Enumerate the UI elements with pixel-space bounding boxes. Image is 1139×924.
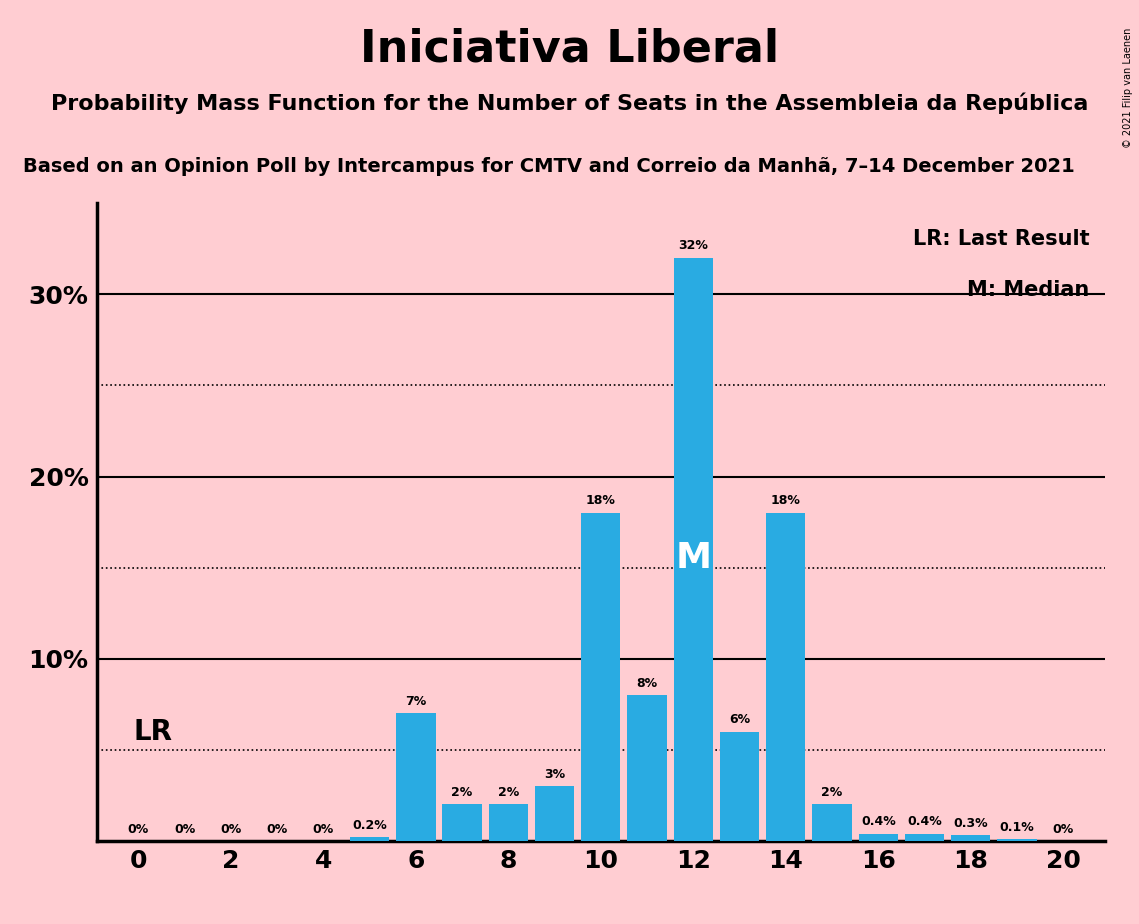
Text: 18%: 18% — [585, 494, 616, 507]
Text: 32%: 32% — [679, 239, 708, 252]
Text: LR: Last Result: LR: Last Result — [913, 229, 1090, 249]
Text: 7%: 7% — [405, 695, 426, 708]
Text: 2%: 2% — [821, 786, 843, 799]
Bar — [767, 513, 805, 841]
Text: 2%: 2% — [498, 786, 519, 799]
Bar — [859, 833, 898, 841]
Bar — [904, 833, 944, 841]
Text: 0.1%: 0.1% — [1000, 821, 1034, 833]
Text: 0%: 0% — [313, 823, 334, 836]
Text: 0.3%: 0.3% — [953, 817, 988, 830]
Text: 8%: 8% — [637, 676, 657, 689]
Text: M: Median: M: Median — [967, 280, 1090, 299]
Text: 0.4%: 0.4% — [907, 815, 942, 828]
Text: 0%: 0% — [128, 823, 149, 836]
Text: 18%: 18% — [771, 494, 801, 507]
Text: 6%: 6% — [729, 713, 751, 726]
Text: 0.4%: 0.4% — [861, 815, 895, 828]
Text: 0%: 0% — [174, 823, 195, 836]
Bar — [350, 837, 390, 841]
Text: Based on an Opinion Poll by Intercampus for CMTV and Correio da Manhã, 7–14 Dece: Based on an Opinion Poll by Intercampus … — [23, 157, 1074, 176]
Text: 0.2%: 0.2% — [352, 819, 387, 832]
Bar — [951, 835, 991, 841]
Text: M: M — [675, 541, 711, 576]
Bar — [673, 258, 713, 841]
Bar — [720, 732, 760, 841]
Text: 0%: 0% — [267, 823, 288, 836]
Bar — [628, 695, 666, 841]
Text: Iniciativa Liberal: Iniciativa Liberal — [360, 28, 779, 71]
Text: 0%: 0% — [220, 823, 241, 836]
Text: 2%: 2% — [451, 786, 473, 799]
Text: 3%: 3% — [544, 768, 565, 781]
Text: 0%: 0% — [1052, 823, 1074, 836]
Text: LR: LR — [133, 718, 173, 746]
Bar — [812, 805, 852, 841]
Text: Probability Mass Function for the Number of Seats in the Assembleia da República: Probability Mass Function for the Number… — [51, 92, 1088, 114]
Bar — [535, 786, 574, 841]
Bar — [442, 805, 482, 841]
Bar — [998, 839, 1036, 841]
Bar — [581, 513, 621, 841]
Text: © 2021 Filip van Laenen: © 2021 Filip van Laenen — [1123, 28, 1133, 148]
Bar — [489, 805, 528, 841]
Bar — [396, 713, 435, 841]
